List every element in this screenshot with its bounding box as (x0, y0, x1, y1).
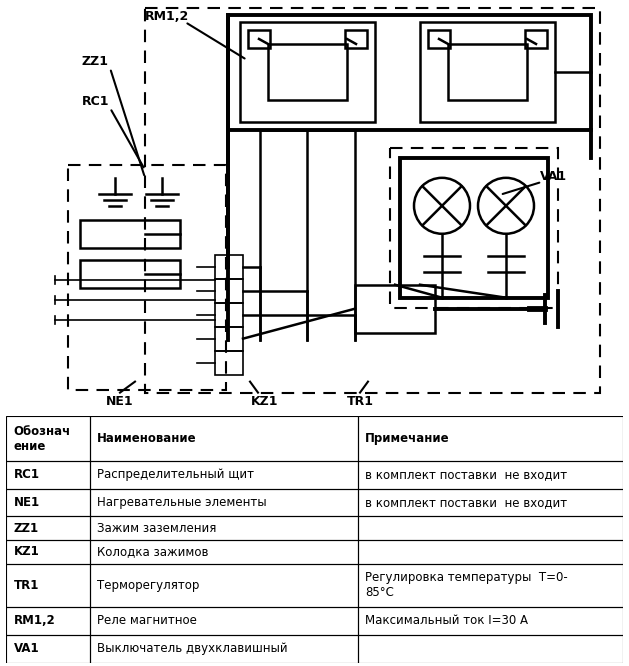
Text: KZ1: KZ1 (251, 394, 279, 408)
Bar (6, 489, 89, 517)
Text: NE1: NE1 (106, 394, 134, 408)
Text: в комплект поставки  не входит: в комплект поставки не входит (365, 468, 567, 482)
Text: ZZ1: ZZ1 (82, 55, 109, 68)
Bar (89, 540, 358, 564)
Text: Наименование: Наименование (97, 432, 196, 445)
Bar (525, 30, 547, 48)
Text: Терморегулятор: Терморегулятор (97, 579, 199, 592)
Bar (6, 461, 89, 489)
Text: Реле магнитное: Реле магнитное (97, 615, 197, 627)
Bar (400, 158, 548, 298)
Text: ZZ1: ZZ1 (14, 522, 39, 535)
Bar (80, 260, 180, 288)
Text: RM1,2: RM1,2 (14, 615, 55, 627)
Bar (6, 416, 89, 461)
Bar (6, 540, 89, 564)
Text: Выключатель двухклавишный: Выключатель двухклавишный (97, 642, 287, 655)
Text: RM1,2: RM1,2 (145, 10, 189, 23)
Bar (145, 8, 600, 392)
Text: Зажим заземления: Зажим заземления (97, 522, 216, 535)
Bar (215, 326, 243, 350)
Bar (89, 461, 358, 489)
Bar (89, 416, 358, 461)
Bar (215, 255, 243, 278)
Bar (420, 22, 555, 122)
Bar (448, 44, 527, 100)
Text: VA1: VA1 (540, 170, 567, 183)
Bar (358, 461, 623, 489)
Text: в комплект поставки  не входит: в комплект поставки не входит (365, 496, 567, 509)
Text: TR1: TR1 (347, 394, 374, 408)
Text: VA1: VA1 (14, 642, 39, 655)
Bar (89, 607, 358, 635)
Bar (215, 302, 243, 326)
Bar (268, 44, 347, 100)
Text: Колодка зажимов: Колодка зажимов (97, 545, 208, 559)
Bar (6, 635, 89, 663)
Bar (248, 30, 270, 48)
Bar (358, 635, 623, 663)
Bar (89, 517, 358, 540)
Text: Обознач
ение: Обознач ение (14, 424, 71, 452)
Bar (228, 15, 591, 130)
Bar (358, 540, 623, 564)
Bar (345, 30, 367, 48)
Bar (68, 165, 226, 390)
Bar (358, 416, 623, 461)
Bar (6, 564, 89, 607)
Text: NE1: NE1 (14, 496, 40, 509)
Text: Нагревательные элементы: Нагревательные элементы (97, 496, 267, 509)
Text: Примечание: Примечание (365, 432, 450, 445)
Bar (80, 220, 180, 248)
Bar (215, 278, 243, 302)
Bar (358, 517, 623, 540)
Bar (390, 148, 558, 308)
Bar (6, 607, 89, 635)
Text: Регулировка температуры  T=0-
85°C: Регулировка температуры T=0- 85°C (365, 571, 568, 599)
Bar (6, 517, 89, 540)
Text: RC1: RC1 (14, 468, 40, 482)
Bar (358, 564, 623, 607)
Bar (215, 350, 243, 374)
Bar (240, 22, 375, 122)
Text: RC1: RC1 (82, 95, 109, 108)
Bar (89, 635, 358, 663)
Bar (358, 489, 623, 517)
Bar (89, 489, 358, 517)
Text: KZ1: KZ1 (14, 545, 40, 559)
Bar (89, 564, 358, 607)
Text: Максимальный ток I=30 А: Максимальный ток I=30 А (365, 615, 528, 627)
Text: Распределительный щит: Распределительный щит (97, 468, 254, 482)
Text: TR1: TR1 (14, 579, 39, 592)
Bar (358, 607, 623, 635)
Bar (428, 30, 450, 48)
Bar (355, 285, 435, 332)
